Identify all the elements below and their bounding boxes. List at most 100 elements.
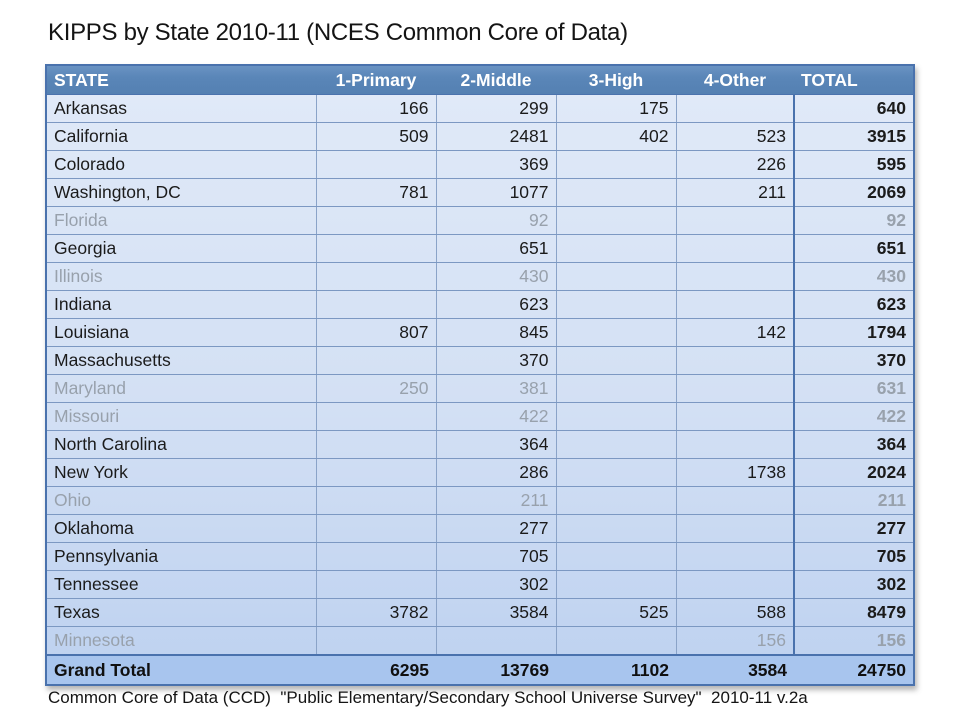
cell-middle: 369: [436, 150, 557, 179]
table-row: Illinois 430 430: [46, 262, 914, 291]
cell-middle: 430: [436, 262, 557, 291]
cell-primary: [316, 150, 437, 179]
table-body: Arkansas 166 299 175 640 California 509 …: [46, 94, 914, 656]
cell-high: [556, 430, 677, 459]
cell-total: 92: [793, 206, 914, 235]
cell-total: 631: [793, 374, 914, 403]
cell-total: 364: [793, 430, 914, 459]
cell-state: Maryland: [46, 374, 317, 403]
cell-total: 595: [793, 150, 914, 179]
cell-state: Texas: [46, 598, 317, 627]
source-note: Common Core of Data (CCD) "Public Elemen…: [48, 688, 808, 707]
cell-state: Illinois: [46, 262, 317, 291]
cell-total: 640: [793, 94, 914, 123]
cell-middle: 302: [436, 570, 557, 599]
cell-middle: 299: [436, 94, 557, 123]
cell-state: Minnesota: [46, 626, 317, 656]
table-row: Ohio 211 211: [46, 486, 914, 515]
table-row: California 509 2481 402 523 3915: [46, 122, 914, 151]
cell-state: Tennessee: [46, 570, 317, 599]
cell-primary: [316, 570, 437, 599]
grand-total-total: 24750: [794, 654, 914, 685]
table-row: Texas 3782 3584 525 588 8479: [46, 598, 914, 627]
cell-high: [556, 262, 677, 291]
cell-total: 651: [793, 234, 914, 263]
cell-total: 211: [793, 486, 914, 515]
cell-state: Pennsylvania: [46, 542, 317, 571]
cell-high: [556, 458, 677, 487]
cell-primary: [316, 542, 437, 571]
cell-state: Indiana: [46, 290, 317, 319]
cell-primary: [316, 346, 437, 375]
cell-state: Colorado: [46, 150, 317, 179]
cell-middle: 364: [436, 430, 557, 459]
cell-other: [676, 430, 795, 459]
cell-other: 588: [676, 598, 795, 627]
cell-state: New York: [46, 458, 317, 487]
cell-total: 705: [793, 542, 914, 571]
cell-middle: 623: [436, 290, 557, 319]
cell-middle: 381: [436, 374, 557, 403]
cell-state: Florida: [46, 206, 317, 235]
cell-middle: 422: [436, 402, 557, 431]
cell-high: [556, 290, 677, 319]
cell-other: [676, 514, 795, 543]
cell-state: Massachusetts: [46, 346, 317, 375]
cell-other: [676, 374, 795, 403]
cell-high: 402: [556, 122, 677, 151]
column-header-primary: 1-Primary: [316, 65, 436, 95]
cell-total: 1794: [793, 318, 914, 347]
cell-middle: 1077: [436, 178, 557, 207]
table-row: Maryland 250 381 631: [46, 374, 914, 403]
cell-middle: 651: [436, 234, 557, 263]
cell-other: [676, 542, 795, 571]
cell-high: 175: [556, 94, 677, 123]
cell-other: 1738: [676, 458, 795, 487]
cell-high: [556, 542, 677, 571]
cell-middle: [436, 626, 557, 656]
grand-total-label: Grand Total: [46, 654, 316, 685]
cell-total: 2024: [793, 458, 914, 487]
cell-other: 523: [676, 122, 795, 151]
cell-state: Ohio: [46, 486, 317, 515]
cell-primary: 3782: [316, 598, 437, 627]
cell-primary: [316, 430, 437, 459]
cell-total: 623: [793, 290, 914, 319]
table-row: Oklahoma 277 277: [46, 514, 914, 543]
cell-primary: [316, 206, 437, 235]
cell-high: [556, 514, 677, 543]
table-row: New York 286 1738 2024: [46, 458, 914, 487]
kipp-by-state-table: STATE 1-Primary 2-Middle 3-High 4-Other …: [45, 64, 915, 686]
cell-high: [556, 150, 677, 179]
table-row: Colorado 369 226 595: [46, 150, 914, 179]
cell-high: [556, 178, 677, 207]
cell-other: [676, 234, 795, 263]
cell-state: Oklahoma: [46, 514, 317, 543]
cell-other: [676, 262, 795, 291]
table-row: Washington, DC 781 1077 211 2069: [46, 178, 914, 207]
column-header-middle: 2-Middle: [436, 65, 556, 95]
cell-other: 226: [676, 150, 795, 179]
cell-primary: 250: [316, 374, 437, 403]
cell-primary: [316, 486, 437, 515]
cell-total: 302: [793, 570, 914, 599]
table-row: Louisiana 807 845 142 1794: [46, 318, 914, 347]
cell-state: North Carolina: [46, 430, 317, 459]
cell-other: [676, 290, 795, 319]
cell-high: [556, 626, 677, 656]
cell-total: 430: [793, 262, 914, 291]
column-header-other: 4-Other: [676, 65, 794, 95]
grand-total-other: 3584: [676, 654, 794, 685]
grand-total-primary: 6295: [316, 654, 436, 685]
cell-primary: [316, 290, 437, 319]
cell-high: [556, 486, 677, 515]
table-row: Tennessee 302 302: [46, 570, 914, 599]
cell-primary: [316, 514, 437, 543]
cell-middle: 705: [436, 542, 557, 571]
column-header-total: TOTAL: [794, 65, 914, 95]
cell-middle: 92: [436, 206, 557, 235]
cell-state: Arkansas: [46, 94, 317, 123]
table-header-row: STATE 1-Primary 2-Middle 3-High 4-Other …: [46, 65, 914, 95]
table-row: Indiana 623 623: [46, 290, 914, 319]
